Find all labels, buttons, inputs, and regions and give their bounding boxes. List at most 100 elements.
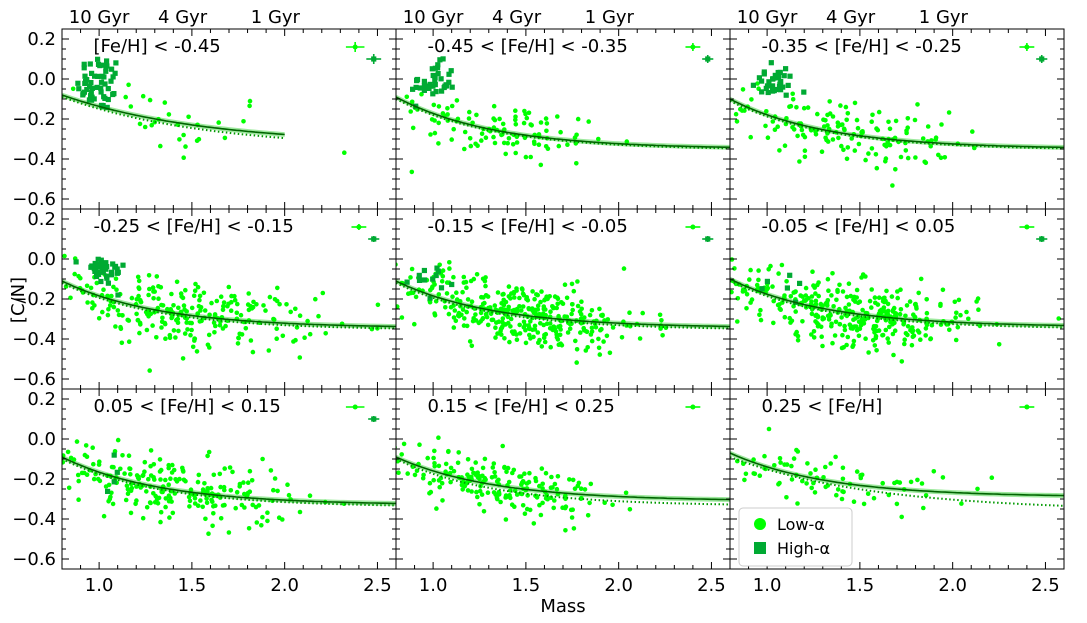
low-alpha-point xyxy=(46,275,51,280)
low-alpha-point xyxy=(207,312,212,318)
low-alpha-point xyxy=(886,340,891,345)
low-alpha-point xyxy=(865,491,871,497)
low-alpha-point xyxy=(902,337,907,343)
y-axis-title: [C/N] xyxy=(8,277,29,323)
low-alpha-point xyxy=(439,480,445,486)
low-alpha-point xyxy=(734,119,740,124)
low-alpha-point xyxy=(777,306,783,312)
low-alpha-point xyxy=(852,148,858,153)
low-alpha-point xyxy=(912,314,918,320)
low-alpha-point xyxy=(128,104,134,109)
low-alpha-point xyxy=(852,299,858,304)
high-alpha-point xyxy=(433,89,439,95)
low-alpha-point xyxy=(823,464,828,470)
high-alpha-point xyxy=(750,82,756,88)
high-alpha-point xyxy=(105,280,111,286)
low-alpha-point xyxy=(451,126,457,132)
low-alpha-point xyxy=(76,478,81,484)
low-alpha-point xyxy=(916,290,921,296)
low-alpha-point xyxy=(158,143,163,149)
low-alpha-point xyxy=(469,466,475,472)
low-alpha-point xyxy=(528,336,533,341)
low-alpha-point xyxy=(869,146,875,151)
low-alpha-point xyxy=(718,72,723,77)
low-alpha-point xyxy=(777,456,783,461)
low-alpha-point xyxy=(375,302,381,308)
low-alpha-point xyxy=(192,496,198,501)
low-alpha-point xyxy=(432,313,438,318)
low-alpha-point xyxy=(836,135,841,141)
low-alpha-point xyxy=(163,504,168,510)
low-alpha-point xyxy=(928,143,933,149)
low-alpha-point xyxy=(872,328,877,333)
plot-area xyxy=(390,224,730,365)
low-alpha-point xyxy=(939,122,944,127)
low-alpha-point xyxy=(127,466,132,471)
low-alpha-point xyxy=(604,333,610,339)
low-alpha-point xyxy=(228,488,234,493)
high-alpha-point xyxy=(797,280,803,286)
low-alpha-point xyxy=(510,470,515,476)
low-alpha-point xyxy=(827,111,833,116)
low-alpha-point xyxy=(844,117,849,123)
low-alpha-point xyxy=(313,296,318,302)
low-alpha-point xyxy=(445,106,450,111)
high-alpha-point xyxy=(404,279,410,285)
low-alpha-point xyxy=(235,341,241,346)
high-alpha-point xyxy=(96,271,102,277)
low-alpha-point xyxy=(556,143,562,149)
high-alpha-point xyxy=(781,73,787,79)
low-alpha-point xyxy=(798,293,803,298)
high-alpha-point xyxy=(429,66,435,72)
low-alpha-point xyxy=(492,474,498,479)
low-alpha-point xyxy=(716,279,721,284)
low-alpha-point xyxy=(842,127,847,133)
low-alpha-point xyxy=(265,518,270,524)
high-alpha-point xyxy=(100,62,106,68)
low-alpha-point xyxy=(154,335,159,340)
low-alpha-point xyxy=(556,342,562,348)
errorbar-marker xyxy=(1039,56,1045,62)
low-alpha-point xyxy=(522,108,527,114)
low-alpha-point xyxy=(571,288,577,294)
low-alpha-point xyxy=(514,306,520,312)
high-alpha-point xyxy=(784,285,790,291)
low-alpha-point xyxy=(524,115,530,121)
low-alpha-point xyxy=(569,311,574,317)
low-alpha-point xyxy=(514,134,520,140)
low-alpha-point xyxy=(640,310,645,316)
low-alpha-point xyxy=(245,480,251,486)
low-alpha-point xyxy=(850,324,855,330)
low-alpha-point xyxy=(413,294,419,300)
low-alpha-point xyxy=(254,520,260,525)
low-alpha-point xyxy=(520,304,526,309)
low-alpha-point xyxy=(165,306,170,312)
low-alpha-point xyxy=(195,479,201,485)
low-alpha-point xyxy=(483,293,489,298)
low-alpha-point xyxy=(32,279,37,284)
low-alpha-point xyxy=(228,308,234,314)
low-alpha-point xyxy=(146,273,152,278)
low-alpha-point xyxy=(851,499,857,505)
low-alpha-point xyxy=(436,463,442,469)
low-alpha-point xyxy=(825,276,831,282)
high-alpha-point xyxy=(416,272,422,278)
low-alpha-point xyxy=(555,474,561,479)
low-alpha-point xyxy=(220,503,226,508)
low-alpha-point xyxy=(197,293,203,299)
low-alpha-point xyxy=(469,343,475,349)
low-alpha-point xyxy=(63,284,69,289)
low-alpha-point xyxy=(427,480,433,486)
low-alpha-point xyxy=(589,308,595,313)
low-alpha-point xyxy=(480,473,485,479)
low-alpha-point xyxy=(795,501,800,506)
low-alpha-point xyxy=(913,155,918,160)
low-alpha-point xyxy=(241,119,246,124)
low-alpha-point xyxy=(938,155,944,161)
low-alpha-point xyxy=(195,311,200,317)
high-alpha-point xyxy=(776,74,782,80)
low-alpha-point xyxy=(503,151,509,157)
low-alpha-point xyxy=(390,278,395,283)
low-alpha-point xyxy=(521,324,527,330)
age-label: 4 Gyr xyxy=(826,7,876,28)
